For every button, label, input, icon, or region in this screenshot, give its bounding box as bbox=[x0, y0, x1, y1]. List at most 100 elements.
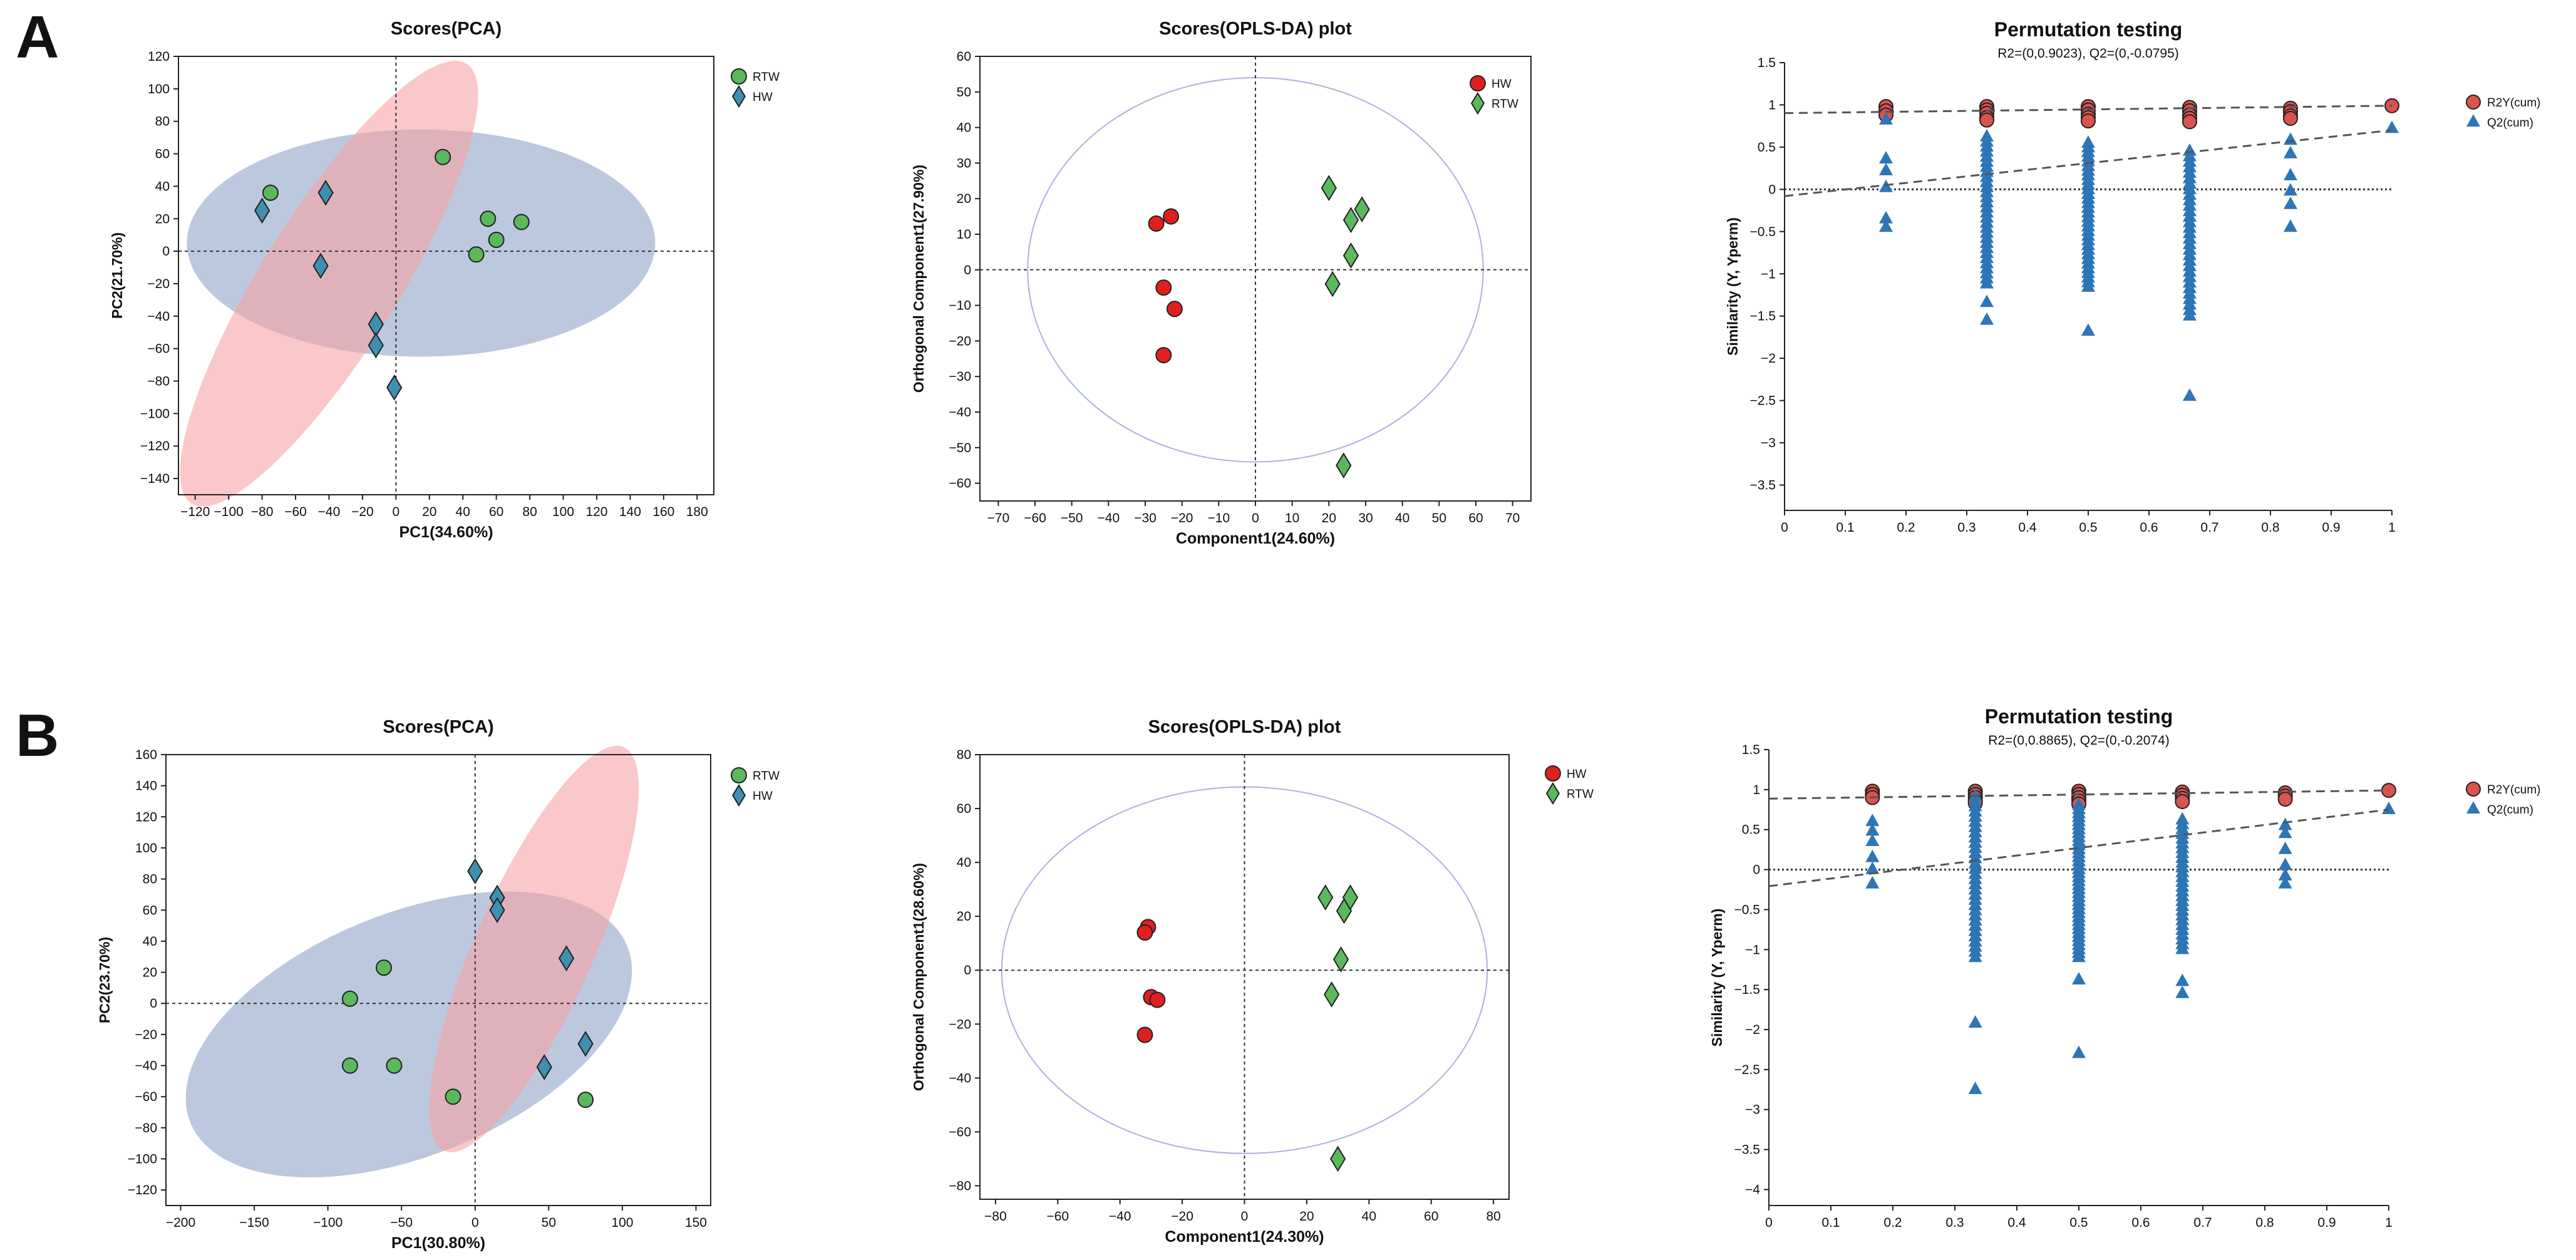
data-point bbox=[435, 148, 451, 165]
legend-marker bbox=[2466, 114, 2480, 127]
y-tick-label: 120 bbox=[148, 49, 170, 64]
x-tick-label: −40 bbox=[1098, 511, 1120, 525]
data-point bbox=[1865, 823, 1880, 836]
data-point bbox=[2175, 812, 2190, 825]
y-tick-label: 60 bbox=[143, 903, 157, 917]
legend-marker bbox=[731, 783, 746, 807]
x-tick-label: 1 bbox=[2385, 1216, 2393, 1230]
data-point bbox=[513, 214, 530, 230]
data-point bbox=[2072, 1045, 2086, 1058]
x-tick-label: 0.6 bbox=[2131, 1216, 2150, 1230]
data-point bbox=[1332, 946, 1349, 973]
data-point bbox=[1136, 1026, 1153, 1043]
y-tick-label: −0.5 bbox=[1750, 225, 1776, 239]
data-point bbox=[2182, 114, 2197, 130]
legend-label: HW bbox=[753, 91, 773, 104]
data-point bbox=[1324, 271, 1341, 297]
y-tick-label: −1 bbox=[1761, 267, 1776, 281]
data-point bbox=[368, 332, 384, 359]
x-tick-label: 0.9 bbox=[2322, 520, 2340, 535]
x-tick-label: 0.5 bbox=[2069, 1216, 2088, 1230]
data-point bbox=[1878, 112, 1893, 125]
data-point bbox=[2283, 111, 2299, 127]
y-tick-label: 0 bbox=[150, 996, 157, 1011]
x-tick-label: 0.8 bbox=[2255, 1216, 2274, 1230]
data-point bbox=[2284, 168, 2298, 180]
x-tick-label: 0.4 bbox=[2007, 1216, 2026, 1230]
data-point bbox=[2072, 972, 2086, 984]
x-tick-label: 60 bbox=[1468, 511, 1483, 525]
x-axis-label: Component1(24.30%) bbox=[1165, 1228, 1324, 1246]
y-tick-label: −10 bbox=[949, 299, 971, 313]
confidence-ellipse-hw bbox=[429, 745, 639, 1152]
x-tick-label: 10 bbox=[1285, 511, 1299, 525]
y-tick-label: −1 bbox=[1745, 942, 1760, 957]
x-tick-label: −50 bbox=[1061, 511, 1083, 525]
x-tick-label: 20 bbox=[422, 505, 436, 519]
legend-label: RTW bbox=[1492, 98, 1518, 111]
x-tick-label: −80 bbox=[251, 505, 274, 519]
y-tick-label: 20 bbox=[143, 966, 157, 980]
chart-b-permutation: Permutation testing R2=(0,0.8865), Q2=(0,… bbox=[1709, 705, 2541, 1230]
x-tick-label: −200 bbox=[166, 1216, 195, 1230]
y-tick-label: 1.5 bbox=[1758, 56, 1776, 70]
x-tick-label: 0.1 bbox=[1821, 1216, 1840, 1230]
x-tick-label: 0.3 bbox=[1957, 520, 1976, 535]
y-tick-label: −0.5 bbox=[1734, 902, 1760, 917]
legend-marker bbox=[2466, 95, 2481, 110]
x-tick-label: −60 bbox=[284, 505, 307, 519]
confidence-ellipse-hw bbox=[180, 61, 478, 507]
y-tick-label: 40 bbox=[143, 934, 157, 949]
x-axis-label: Component1(24.60%) bbox=[1176, 530, 1335, 547]
legend-marker bbox=[731, 767, 747, 783]
x-tick-label: 0 bbox=[393, 505, 400, 519]
legend-label: R2Y(cum) bbox=[2487, 783, 2541, 797]
data-point bbox=[1865, 834, 1880, 847]
chart-subtitle: R2=(0,0.9023), Q2=(0,-0.0795) bbox=[1997, 46, 2179, 61]
x-tick-label: 70 bbox=[1505, 511, 1520, 525]
legend-label: Q2(cum) bbox=[2487, 116, 2533, 130]
chart-title: Scores(PCA) bbox=[391, 19, 502, 39]
y-axis-label: Similarity (Y, Yperm) bbox=[1724, 217, 1741, 356]
data-point bbox=[2175, 985, 2190, 998]
data-point bbox=[2284, 219, 2298, 232]
data-point bbox=[2278, 817, 2292, 830]
y-tick-label: −3 bbox=[1745, 1103, 1760, 1117]
x-tick-label: 0 bbox=[1765, 1216, 1773, 1230]
y-tick-label: 40 bbox=[957, 121, 971, 135]
x-tick-label: −150 bbox=[239, 1216, 269, 1230]
data-point bbox=[1980, 294, 1994, 307]
data-point bbox=[1148, 215, 1165, 232]
x-axis-label: PC1(30.80%) bbox=[391, 1234, 485, 1252]
x-tick-label: −60 bbox=[1024, 511, 1046, 525]
legend-marker bbox=[2466, 782, 2481, 797]
x-tick-label: 80 bbox=[1486, 1209, 1500, 1224]
y-tick-label: −30 bbox=[949, 369, 971, 384]
data-point bbox=[1324, 981, 1340, 1008]
y-tick-label: −60 bbox=[135, 1090, 157, 1104]
y-tick-label: −4 bbox=[1745, 1182, 1760, 1197]
chart-a-pca: Scores(PCA) −120 −100 −80 −60 −40 −20 0 20 40 60 80… bbox=[109, 19, 780, 541]
x-tick-label: 140 bbox=[619, 505, 641, 519]
y-tick-label: 120 bbox=[135, 810, 157, 824]
x-tick-label: −80 bbox=[984, 1209, 1007, 1224]
data-point bbox=[1980, 312, 1994, 325]
chart-b-pca: Scores(PCA)−200 −150 −100 −50 0 50 100 150−120−… bbox=[96, 717, 780, 1252]
data-point bbox=[2081, 113, 2096, 129]
x-tick-label: 0.1 bbox=[1836, 520, 1854, 535]
x-tick-label: −30 bbox=[1134, 511, 1157, 525]
x-tick-label: 0.5 bbox=[2079, 520, 2097, 535]
data-point bbox=[1354, 196, 1370, 223]
data-point bbox=[1136, 924, 1153, 941]
y-tick-label: 1 bbox=[1753, 783, 1760, 797]
r2-regression-line bbox=[1784, 105, 2393, 115]
y-tick-label: 20 bbox=[155, 212, 170, 226]
x-tick-label: 0 bbox=[1252, 511, 1259, 525]
data-point bbox=[2284, 196, 2298, 209]
data-point bbox=[1865, 813, 1880, 827]
x-tick-label: 120 bbox=[585, 505, 607, 519]
y-tick-label: −40 bbox=[135, 1059, 157, 1073]
x-tick-label: −20 bbox=[1171, 1209, 1193, 1224]
data-point bbox=[2284, 132, 2298, 145]
legend-marker bbox=[731, 68, 747, 85]
